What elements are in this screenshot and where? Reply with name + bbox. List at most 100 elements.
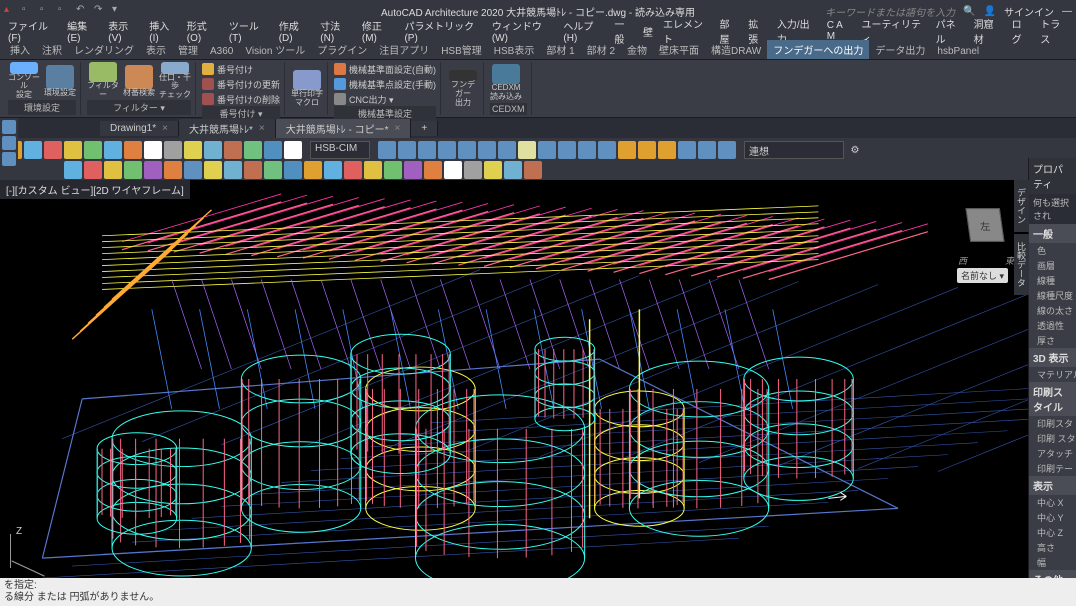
menu-item[interactable]: 壁 [639,24,657,39]
toolbar-button[interactable] [224,141,242,159]
ribbon-button[interactable]: CNC出力 ▾ [334,92,436,106]
ribbon-button[interactable]: 材番検索 [123,62,155,100]
toolbar-button[interactable] [104,141,122,159]
property-item[interactable]: 透過性 [1029,318,1076,333]
toolbar-button[interactable] [204,141,222,159]
toolbar-button[interactable] [244,141,262,159]
undo-icon[interactable]: ↶ [76,4,90,18]
toolbar-dropdown[interactable]: HSB-CIM [310,141,370,159]
toolbar-button[interactable] [124,141,142,159]
document-tab[interactable]: Drawing1*× [100,121,179,136]
property-item[interactable]: 中心 Y [1029,510,1076,525]
toolbar-button[interactable] [504,161,522,179]
ribbon-button[interactable]: 番号付けの削除 [202,92,280,106]
help-icon[interactable]: 🔍 [963,6,975,17]
qat-more-icon[interactable]: ▾ [112,4,126,18]
toolbar-button[interactable] [144,161,162,179]
toolbar-button[interactable] [284,141,302,159]
property-item[interactable]: アタッチ [1029,446,1076,461]
toolbar-button[interactable] [524,161,542,179]
view-cube[interactable]: 左 西 東 [960,200,1010,250]
toolbar-button[interactable] [398,141,416,159]
property-category[interactable]: 表示 [1029,476,1076,495]
new-tab-button[interactable]: + [411,121,438,136]
toolbar-button[interactable] [204,161,222,179]
toolbar-button[interactable] [638,141,656,159]
toolbar-button[interactable] [64,161,82,179]
document-tab[interactable]: 大井競馬場ﾄﾚ*× [179,119,276,138]
ribbon-button[interactable]: フィルター [87,62,119,100]
toolbar-button[interactable] [538,141,556,159]
ribbon-button[interactable]: コンソール設定 [8,62,40,100]
toolbar-button[interactable] [618,141,636,159]
toolbar-button[interactable] [164,141,182,159]
app-menu-icon[interactable]: ▴ [4,4,18,18]
toolbar-button[interactable] [518,141,536,159]
signin-icon[interactable]: 👤 [984,6,996,17]
property-item[interactable]: 線種 [1029,273,1076,288]
property-item[interactable]: 中心 X [1029,495,1076,510]
toolbar-dropdown[interactable]: 連想 [744,141,844,159]
viewport[interactable]: [-][カスタム ビュー][2D ワイヤフレーム] 左 西 東 名前なし ▾ X… [0,180,1028,578]
ribbon-tab[interactable]: HSB表示 [488,40,541,59]
command-line[interactable]: を指定: る線分 または 円弧がありません。 [0,578,1076,606]
ribbon-tab[interactable]: 部材 1 [540,40,580,59]
strip-btn[interactable] [2,120,16,134]
ribbon-tab[interactable]: HSB管理 [435,40,488,59]
toolbar-button[interactable] [424,161,442,179]
side-tab[interactable]: デザイン [1014,180,1029,232]
menu-item[interactable]: パネル [932,16,968,46]
ribbon-tab[interactable]: hsbPanel [931,44,985,59]
toolbar-button[interactable] [418,141,436,159]
toolbar-button[interactable] [144,141,162,159]
toolbar-button[interactable] [164,161,182,179]
toolbar-button[interactable] [378,141,396,159]
toolbar-button[interactable] [558,141,576,159]
toolbar-button[interactable] [658,141,676,159]
toolbar-button[interactable] [64,141,82,159]
toolbar-button[interactable] [484,161,502,179]
ribbon-button[interactable]: 仕口・千歩チェック [159,62,191,100]
property-item[interactable]: 画層 [1029,258,1076,273]
toolbar-button[interactable] [698,141,716,159]
toolbar-button[interactable] [304,161,322,179]
ribbon-button[interactable]: 番号付け [202,62,280,76]
ribbon-tab[interactable]: レンダリング [68,40,140,59]
toolbar-button[interactable] [284,161,302,179]
toolbar-button[interactable] [678,141,696,159]
toolbar-button[interactable] [264,141,282,159]
ribbon-tab[interactable]: A360 [204,44,239,59]
property-category[interactable]: その他 [1029,570,1076,578]
document-tab[interactable]: 大井競馬場ﾄﾚ - コピー*× [276,119,412,138]
toolbar-button[interactable] [124,161,142,179]
ribbon-tab[interactable]: 金物 [621,40,653,59]
open-icon[interactable]: ▫ [40,4,54,18]
side-tab[interactable]: 比較データ [1014,234,1029,295]
toolbar-button[interactable] [458,141,476,159]
ribbon-tab[interactable]: データ出力 [869,40,931,59]
ribbon-button[interactable]: 機械基準面設定(自動) [334,62,436,76]
toolbar-button[interactable] [364,161,382,179]
toolbar-button[interactable] [104,161,122,179]
property-item[interactable]: 線の太さ [1029,303,1076,318]
toolbar-button[interactable] [24,141,42,159]
ribbon-tab[interactable]: 構造DRAW [705,40,767,59]
toolbar-button[interactable] [84,141,102,159]
property-item[interactable]: 線種尺度 [1029,288,1076,303]
menu-item[interactable]: トラス [1036,16,1072,46]
toolbar-button[interactable] [578,141,596,159]
menu-item[interactable]: C A M [823,20,856,42]
property-item[interactable]: 厚さ [1029,333,1076,348]
ribbon-tab[interactable]: Vision ツール [239,40,311,59]
toolbar-button[interactable] [384,161,402,179]
property-item[interactable]: マテリアル [1029,367,1076,382]
toolbar-button[interactable] [478,141,496,159]
property-item[interactable]: 印刷 スタ [1029,431,1076,446]
strip-btn[interactable] [2,152,16,166]
ribbon-tab[interactable]: プラグイン [311,40,373,59]
toolbar-button[interactable] [438,141,456,159]
save-icon[interactable]: ▫ [58,4,72,18]
minimize-icon[interactable]: — [1062,6,1072,17]
ribbon-tab[interactable]: 管理 [172,40,204,59]
property-item[interactable]: 印刷スタ [1029,416,1076,431]
